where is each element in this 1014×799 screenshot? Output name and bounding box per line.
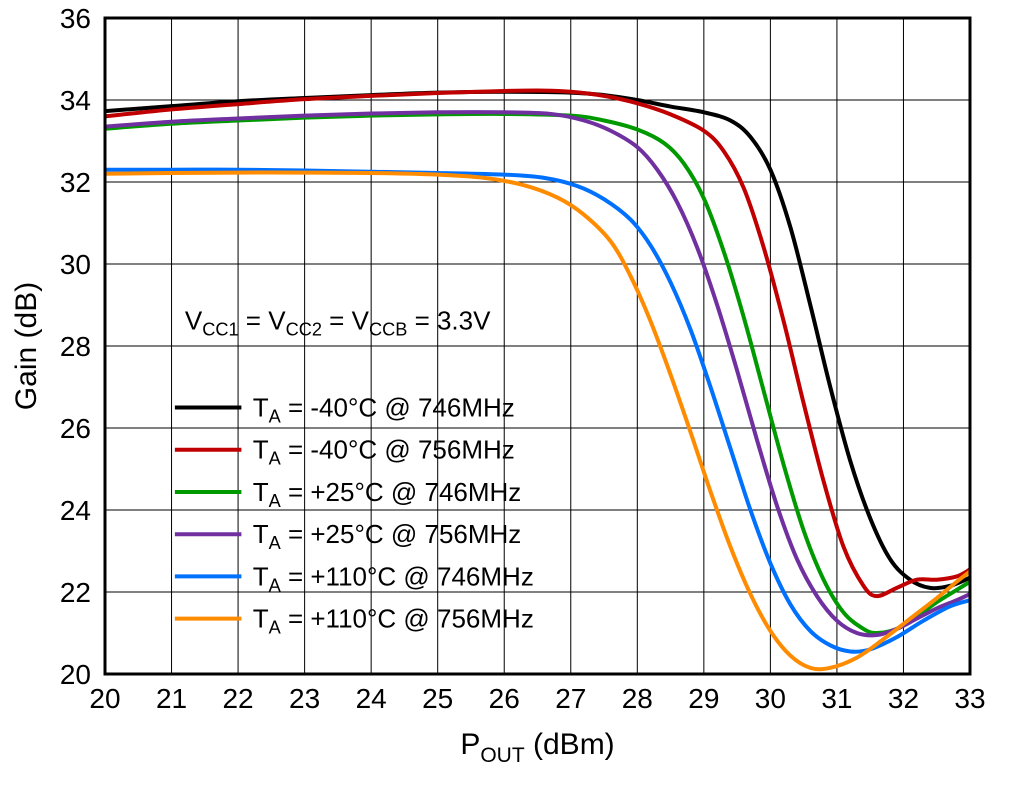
x-tick-label: 26 <box>489 683 520 714</box>
x-tick-label: 24 <box>356 683 387 714</box>
x-tick-label: 22 <box>222 683 253 714</box>
y-axis-title: Gain (dB) <box>10 282 43 410</box>
x-tick-label: 33 <box>954 683 985 714</box>
y-tick-label: 30 <box>60 249 91 280</box>
x-tick-label: 25 <box>422 683 453 714</box>
legend-label-4: TA = +110°C @ 746MHz <box>253 561 534 595</box>
y-tick-label: 28 <box>60 331 91 362</box>
y-tick-label: 34 <box>60 85 91 116</box>
x-tick-label: 29 <box>688 683 719 714</box>
x-tick-label: 30 <box>755 683 786 714</box>
x-tick-label: 21 <box>156 683 187 714</box>
legend-label-0: TA = -40°C @ 746MHz <box>253 393 515 427</box>
y-tick-label: 36 <box>60 3 91 34</box>
chart-svg: 20 21 22 23 24 25 26 27 28 29 30 31 32 33 20 22 24 26 28 30… <box>0 0 1014 799</box>
y-tick-label: 32 <box>60 167 91 198</box>
x-tick-label: 31 <box>821 683 852 714</box>
x-tick-label: 32 <box>888 683 919 714</box>
legend-label-5: TA = +110°C @ 756MHz <box>253 604 534 638</box>
x-tick-label: 20 <box>89 683 120 714</box>
legend-label-3: TA = +25°C @ 756MHz <box>253 519 522 553</box>
legend-label-2: TA = +25°C @ 746MHz <box>253 477 522 511</box>
gain-vs-pout-chart: 20 21 22 23 24 25 26 27 28 29 30 31 32 33 20 22 24 26 28 30… <box>0 0 1014 799</box>
x-tick-label: 23 <box>289 683 320 714</box>
x-tick-label: 28 <box>622 683 653 714</box>
y-tick-label: 20 <box>60 659 91 690</box>
y-tick-label: 22 <box>60 577 91 608</box>
y-tick-label: 26 <box>60 413 91 444</box>
legend-label-1: TA = -40°C @ 756MHz <box>253 435 515 469</box>
y-tick-label: 24 <box>60 495 91 526</box>
x-tick-label: 27 <box>555 683 586 714</box>
